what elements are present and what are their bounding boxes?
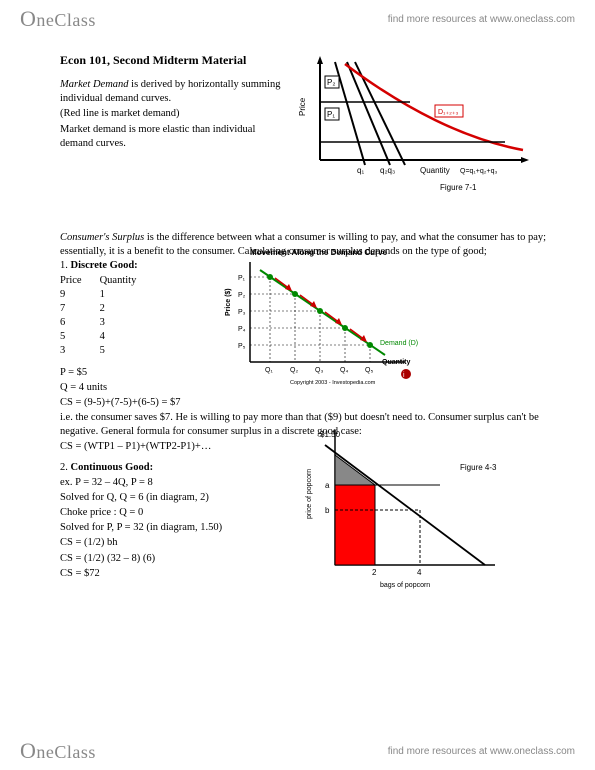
table-row: 54 — [60, 330, 154, 344]
p2-label: P₂ — [327, 78, 335, 87]
svg-text:P₁: P₁ — [238, 275, 246, 282]
cs-calc: CS = (9-5)+(7-5)+(6-5) = $7 — [60, 396, 555, 410]
cs-term: Consumer's Surplus — [60, 232, 144, 243]
svg-text:Q₅: Q₅ — [365, 367, 373, 374]
table-header: Price — [60, 274, 100, 288]
svg-text:4: 4 — [417, 568, 422, 577]
table-row: 72 — [60, 302, 154, 316]
discrete-num: 1. — [60, 260, 71, 271]
agg-label: D₁₊₂₊₃ — [438, 109, 459, 116]
svg-text:Q₄: Q₄ — [340, 367, 348, 374]
figure-market-demand: P₂ P₁ D₁₊₂₊₃ Price Quantity q₁ q₂q₃ Q=q₁… — [295, 50, 545, 195]
market-demand-term: Market Demand — [60, 79, 129, 90]
svg-text:Quantity: Quantity — [382, 359, 410, 366]
md-line2: (Red line is market demand) — [60, 107, 290, 121]
svg-text:2: 2 — [372, 568, 377, 577]
svg-text:P₃: P₃ — [238, 309, 246, 316]
header-link-text: find more resources at www.oneclass.com — [388, 14, 575, 25]
qtick: q₂q₃ — [380, 166, 395, 175]
table-row: 35 — [60, 344, 154, 358]
figure-demand-curve: P₁ P₂ P₃ P₄ P₅ Q₁ Q₂ Q₃ Q₄ Q₅ Demand (D)… — [220, 252, 420, 387]
price-quantity-table: PriceQuantity 91 72 63 54 35 — [60, 274, 154, 359]
brand-logo-footer: OneClass — [20, 738, 96, 764]
market-demand-section: Market Demand is derived by horizontally… — [60, 78, 290, 151]
svg-text:Q₂: Q₂ — [290, 367, 298, 374]
svg-text:Q₁: Q₁ — [265, 367, 273, 374]
p1-label: P₁ — [327, 110, 335, 119]
figure-continuous-surplus: $1.50 a b 2 4 Figure 4-3 price of popcor… — [295, 415, 510, 590]
table-row: 91 — [60, 288, 154, 302]
fig3-caption: Figure 4-3 — [460, 463, 497, 472]
continuous-label: Continuous Good: — [71, 462, 154, 473]
svg-text:Copyright 2003 - Investopedia.: Copyright 2003 - Investopedia.com — [290, 380, 376, 386]
svg-text:Price ($): Price ($) — [225, 288, 232, 316]
svg-text:bags of popcorn: bags of popcorn — [380, 582, 430, 589]
table-header: Quantity — [100, 274, 155, 288]
qtick: q₁ — [357, 166, 364, 175]
svg-text:Demand (D): Demand (D) — [380, 340, 418, 347]
page-footer: OneClass find more resources at www.onec… — [0, 732, 595, 770]
table-row: 63 — [60, 316, 154, 330]
svg-text:Q₃: Q₃ — [315, 367, 323, 374]
page-header: OneClass find more resources at www.onec… — [0, 0, 595, 38]
svg-text:P₅: P₅ — [238, 343, 246, 350]
xlabel: Quantity — [420, 166, 450, 175]
footer-link-text: find more resources at www.oneclass.com — [388, 746, 575, 757]
continuous-num: 2. — [60, 462, 71, 473]
svg-text:P₂: P₂ — [238, 292, 246, 299]
fig1-caption: Figure 7-1 — [440, 183, 477, 192]
agg-formula: Q=q₁+q₂+q₃ — [460, 168, 497, 175]
svg-text:b: b — [325, 506, 330, 515]
ylabel: Price — [298, 97, 307, 116]
svg-text:$1.50: $1.50 — [320, 430, 341, 439]
svg-text:a: a — [325, 481, 330, 490]
discrete-label: Discrete Good: — [71, 260, 138, 271]
svg-text:price of popcorn: price of popcorn — [306, 469, 313, 519]
brand-logo: OneClass — [20, 6, 96, 32]
md-line3: Market demand is more elastic than indiv… — [60, 123, 290, 151]
svg-text:P₄: P₄ — [238, 326, 246, 333]
